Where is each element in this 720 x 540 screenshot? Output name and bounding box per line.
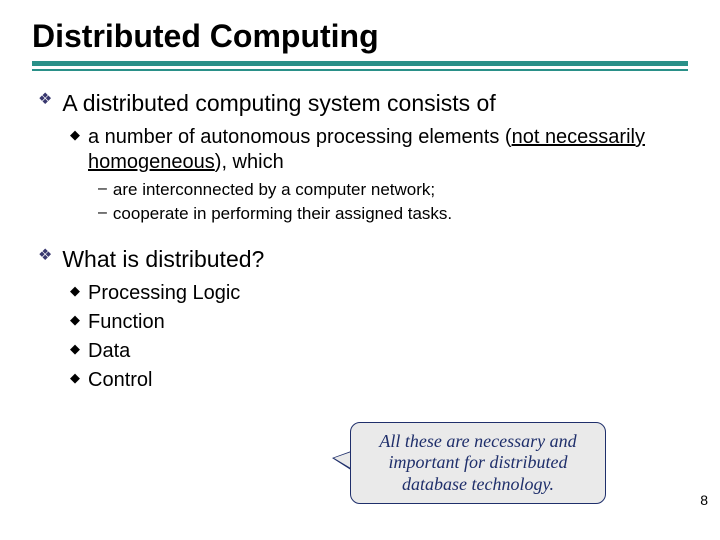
sub-bullet-1: ◆ a number of autonomous processing elem… — [70, 125, 688, 175]
slide-container: Distributed Computing ❖ A distributed co… — [0, 0, 720, 540]
diamond-bullet-icon: ❖ — [38, 245, 52, 267]
bullet-text: cooperate in performing their assigned t… — [113, 203, 452, 225]
bullet-text: Function — [88, 310, 165, 335]
dash-icon: – — [98, 179, 107, 200]
dash-bullet-1: – are interconnected by a computer netwo… — [98, 179, 688, 201]
dot-bullet-icon: ◆ — [70, 339, 80, 359]
dash-bullet-2: – cooperate in performing their assigned… — [98, 203, 688, 225]
text-part: a number of autonomous processing elemen… — [88, 126, 512, 148]
bullet-section-2: ❖ What is distributed? — [38, 245, 688, 275]
page-number: 8 — [700, 492, 708, 508]
callout-text: All these are necessary and important fo… — [361, 431, 595, 496]
spacer — [38, 227, 688, 245]
dot-bullet-icon: ◆ — [70, 281, 80, 301]
bullet-text: Control — [88, 368, 152, 393]
sub-bullet-item: ◆ Function — [70, 310, 688, 335]
title-rule-thick — [32, 61, 688, 66]
sub-bullet-item: ◆ Data — [70, 339, 688, 364]
dot-bullet-icon: ◆ — [70, 125, 80, 145]
callout-box: All these are necessary and important fo… — [350, 422, 606, 504]
bullet-section-1: ❖ A distributed computing system consist… — [38, 89, 688, 119]
title-rule-thin — [32, 69, 688, 71]
slide-title: Distributed Computing — [32, 18, 688, 55]
slide-content: ❖ A distributed computing system consist… — [32, 89, 688, 393]
bullet-text: A distributed computing system consists … — [62, 89, 495, 119]
bullet-text: Data — [88, 339, 130, 364]
sub-bullet-item: ◆ Control — [70, 368, 688, 393]
diamond-bullet-icon: ❖ — [38, 89, 52, 111]
text-part: ), which — [215, 151, 284, 173]
bullet-text: are interconnected by a computer network… — [113, 179, 435, 201]
dash-icon: – — [98, 203, 107, 224]
bullet-text: What is distributed? — [62, 245, 264, 275]
dot-bullet-icon: ◆ — [70, 368, 80, 388]
dot-bullet-icon: ◆ — [70, 310, 80, 330]
sub-bullet-item: ◆ Processing Logic — [70, 281, 688, 306]
bullet-text: Processing Logic — [88, 281, 240, 306]
bullet-text: a number of autonomous processing elemen… — [88, 125, 688, 175]
